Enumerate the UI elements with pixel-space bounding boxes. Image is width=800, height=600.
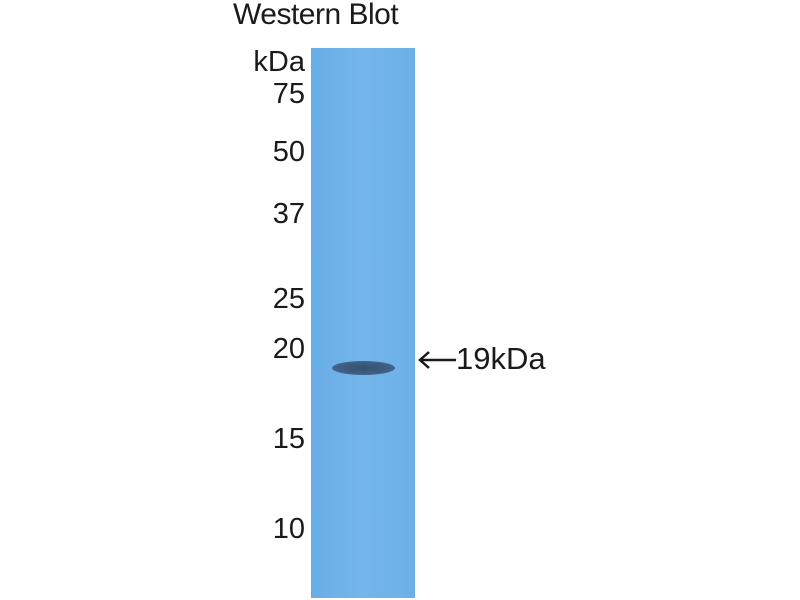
gel-lane [311,48,415,598]
figure-title: Western Blot [233,0,399,31]
marker-label: 15 [272,423,305,455]
marker-label: 75 [272,78,305,110]
unit-label: kDa [253,46,305,78]
protein-band [332,361,395,375]
band-size-label: 19kDa [456,341,546,376]
marker-label: 37 [272,198,305,230]
marker-label: 20 [272,333,305,365]
arrow-left-icon [418,351,456,369]
marker-label: 10 [272,513,305,545]
marker-label: 50 [272,136,305,168]
marker-label: 25 [272,283,305,315]
